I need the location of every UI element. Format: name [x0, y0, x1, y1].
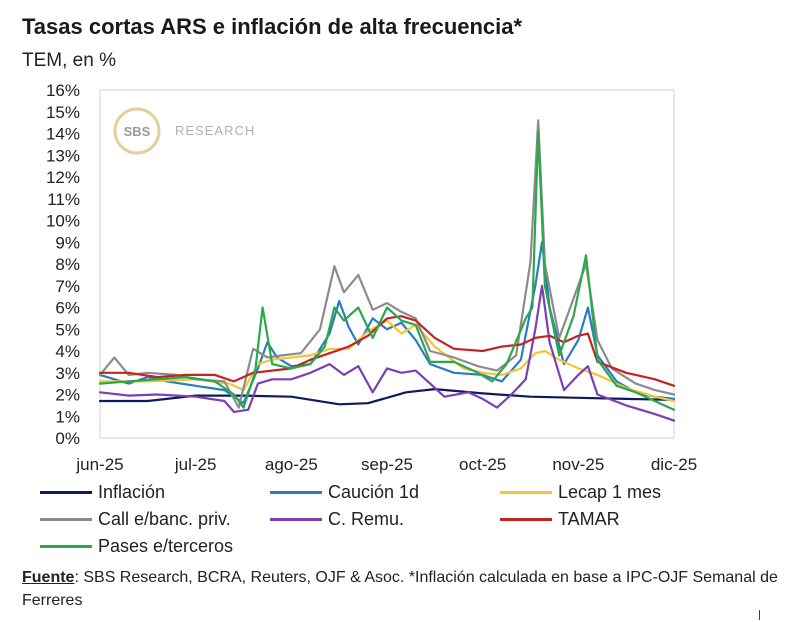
- x-tick-label: jun-25: [75, 455, 123, 474]
- legend-item-lecap: Lecap 1 mes: [500, 482, 661, 503]
- series-line-tamar: [98, 315, 676, 387]
- watermark-text: RESEARCH: [175, 123, 255, 138]
- y-tick-label: 15%: [46, 103, 80, 122]
- series-line-inflaci-n: [98, 388, 676, 406]
- x-tick-label: jul-25: [174, 455, 217, 474]
- series-line-lecap-1-mes: [98, 319, 676, 403]
- chart-title: Tasas cortas ARS e inflación de alta fre…: [22, 14, 523, 39]
- y-tick-label: 6%: [55, 299, 80, 318]
- y-tick-label: 14%: [46, 125, 80, 144]
- legend-swatch: [270, 518, 322, 521]
- y-tick-label: 0%: [55, 429, 80, 448]
- y-tick-label: 11%: [47, 190, 80, 209]
- legend-item-call: Call e/banc. priv.: [40, 509, 231, 530]
- legend-item-tamar: TAMAR: [500, 509, 620, 530]
- legend-item-inflacion: Inflación: [40, 482, 165, 503]
- x-tick-label: sep-25: [361, 455, 413, 474]
- legend-swatch: [40, 545, 92, 548]
- y-tick-label: 5%: [55, 320, 80, 339]
- x-tick-label: ago-25: [265, 455, 318, 474]
- y-tick-label: 12%: [46, 168, 80, 187]
- legend-label: Inflación: [98, 482, 166, 502]
- y-tick-label: 10%: [46, 212, 80, 231]
- y-tick-label: 1%: [55, 407, 80, 426]
- x-tick-label: oct-25: [459, 455, 506, 474]
- legend-label: Lecap 1 mes: [558, 482, 662, 502]
- series-line-pases-e-terceros: [98, 130, 676, 411]
- y-tick-label: 4%: [55, 342, 80, 361]
- legend-label: TAMAR: [558, 509, 620, 529]
- legend-label: C. Remu.: [328, 509, 405, 529]
- watermark-logo-ring: [113, 107, 161, 155]
- y-tick-label: 13%: [46, 146, 80, 165]
- source-note: Fuente: SBS Research, BCRA, Reuters, OJF…: [22, 566, 782, 612]
- legend-item-remu: C. Remu.: [270, 509, 404, 530]
- legend-swatch: [270, 491, 322, 494]
- y-tick-label: 9%: [55, 233, 80, 252]
- plot-frame: [99, 89, 675, 439]
- x-tick-label: dic-25: [651, 455, 697, 474]
- series-line-c-remu-: [98, 284, 676, 422]
- legend-item-caucion: Caución 1d: [270, 482, 419, 503]
- y-tick-label: 16%: [46, 81, 80, 100]
- y-tick-label: 7%: [55, 277, 80, 296]
- legend-item-pases: Pases e/terceros: [40, 536, 233, 557]
- legend-label: Caución 1d: [328, 482, 420, 502]
- source-label: Fuente: [22, 569, 75, 586]
- legend-swatch: [40, 518, 92, 521]
- watermark-logo-text: SBS: [124, 124, 151, 139]
- series-line-call-e-banc-priv-: [98, 119, 676, 409]
- line-chart: SBS RESEARCH 0% 1% 2% 3% 4% 5% 6% 7% 8% 9% 10% 11% 12%…: [46, 81, 697, 474]
- page-marker: [759, 610, 760, 620]
- x-tick-label: nov-25: [552, 455, 604, 474]
- source-text: : SBS Research, BCRA, Reuters, OJF & Aso…: [22, 569, 778, 609]
- legend-swatch: [40, 491, 92, 494]
- legend-swatch: [500, 491, 552, 494]
- legend-label: Pases e/terceros: [98, 536, 234, 556]
- legend-swatch: [500, 518, 552, 521]
- y-tick-label: 3%: [55, 364, 80, 383]
- y-tick-label: 2%: [55, 386, 80, 405]
- y-tick-label: 8%: [55, 255, 80, 274]
- legend-label: Call e/banc. priv.: [98, 509, 231, 529]
- chart-subtitle: TEM, en %: [22, 50, 116, 71]
